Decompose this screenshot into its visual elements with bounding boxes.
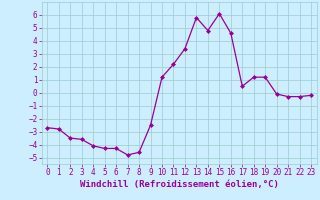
X-axis label: Windchill (Refroidissement éolien,°C): Windchill (Refroidissement éolien,°C) (80, 180, 279, 189)
